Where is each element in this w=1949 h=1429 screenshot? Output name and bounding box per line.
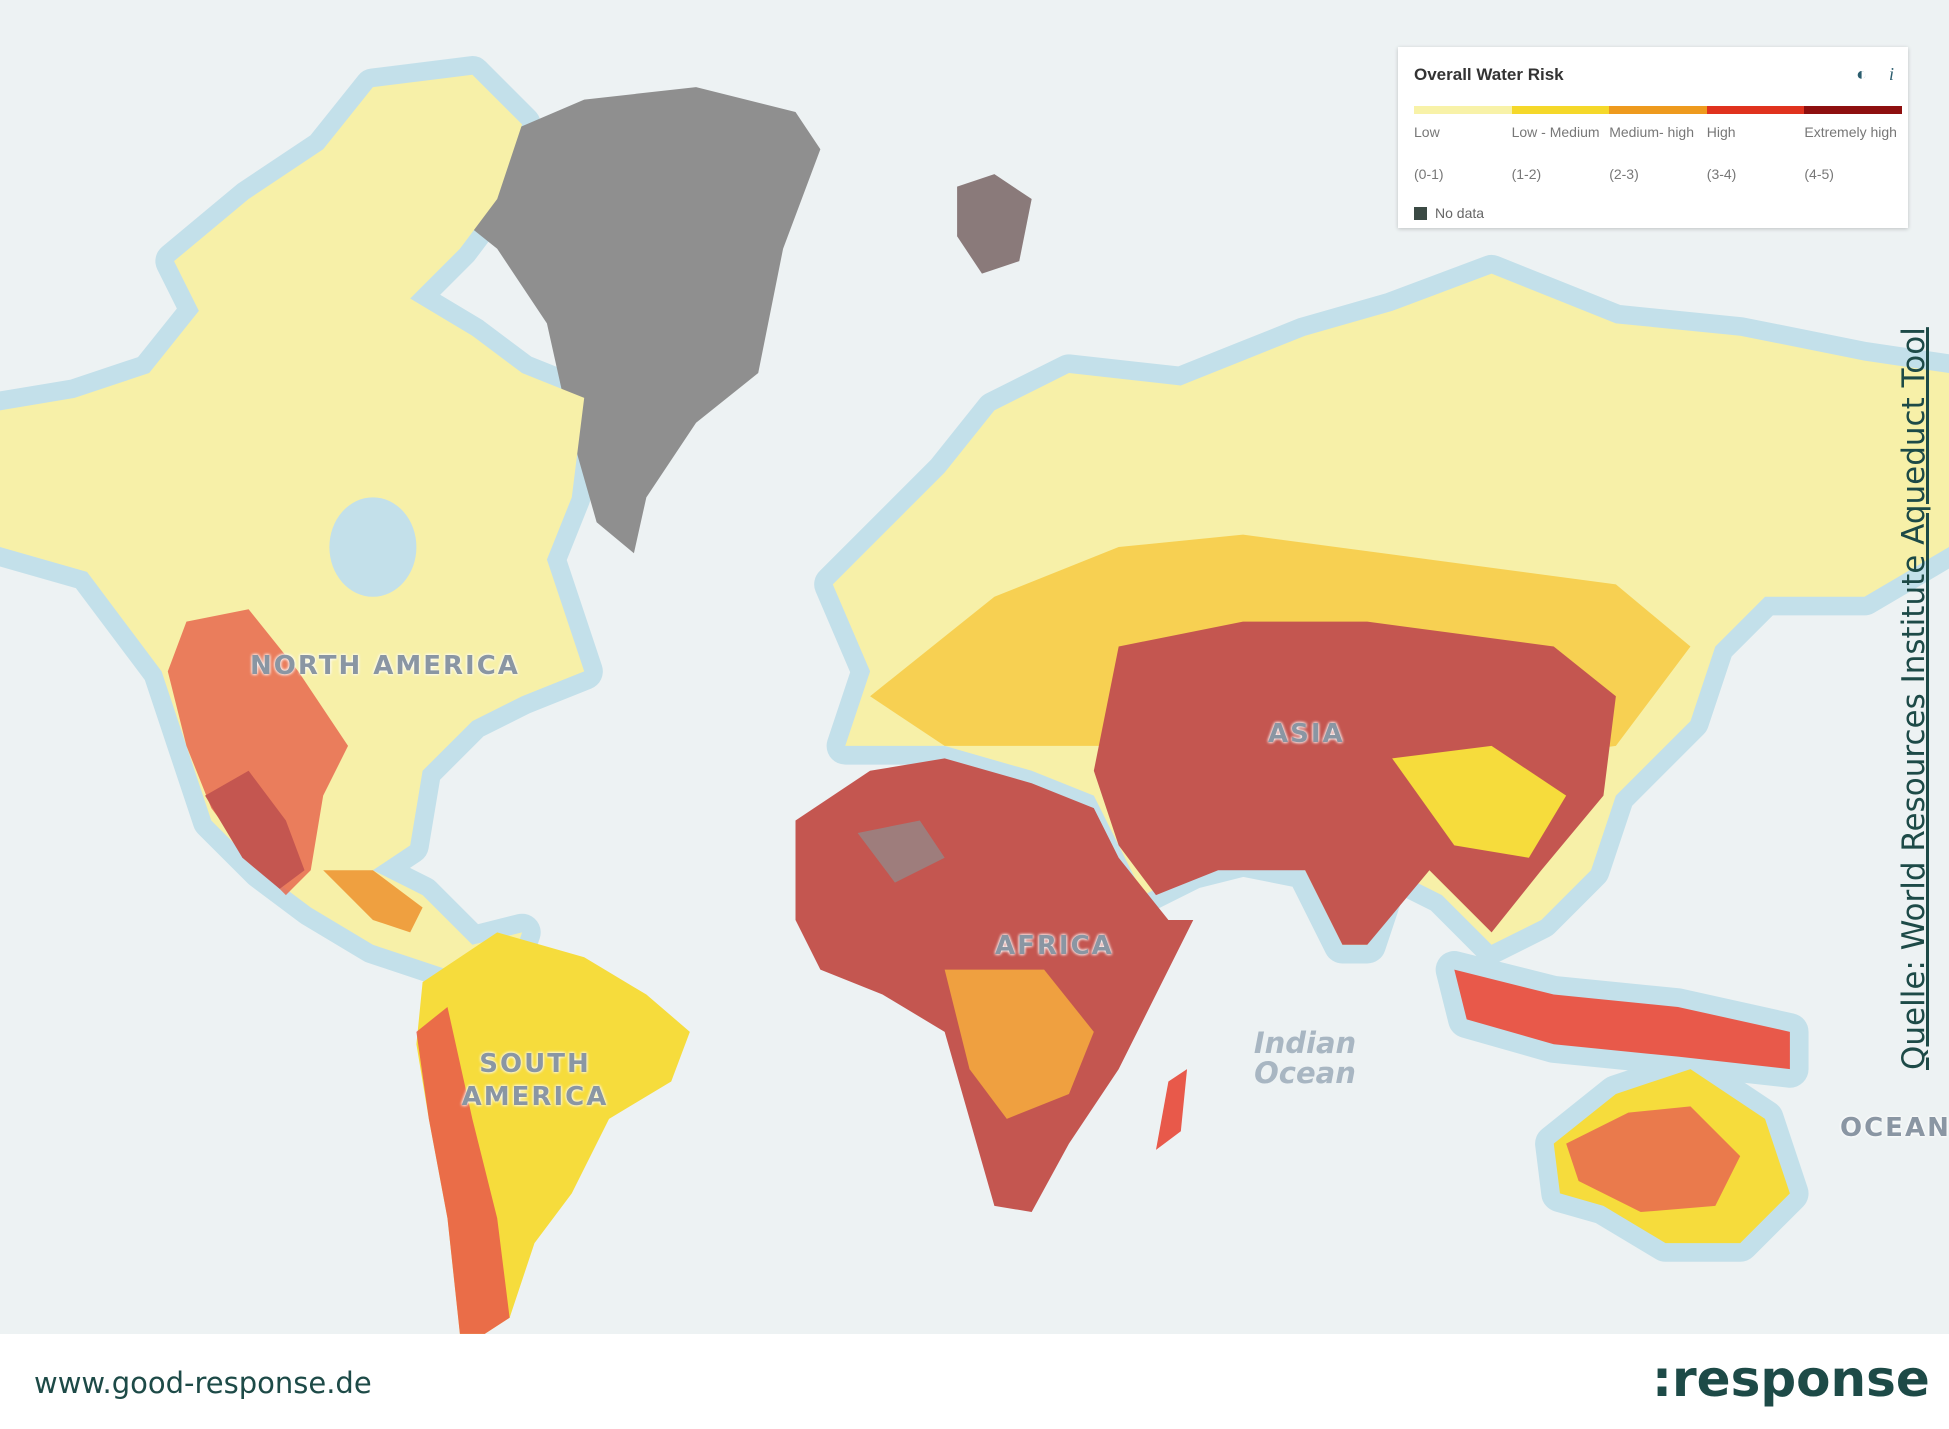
legend-category: Low - Medium (1-2): [1512, 122, 1610, 184]
opacity-icon[interactable]: ◐: [1856, 64, 1867, 84]
water-risk-map[interactable]: NORTH AMERICA SOUTH AMERICA AFRICA ASIA …: [0, 0, 1949, 1334]
africa-central: [944, 969, 1094, 1119]
category-name: Low - Medium: [1511, 124, 1600, 140]
category-name: Low: [1414, 124, 1440, 140]
label-ocean: OCEAN: [1840, 1113, 1949, 1143]
legend-category: Low (0-1): [1414, 122, 1512, 184]
label-south-america: SOUTH AMERICA: [461, 1049, 609, 1112]
label-north-america: NORTH AMERICA: [250, 651, 520, 681]
category-name: High: [1706, 124, 1736, 140]
category-name: Medium- high: [1609, 124, 1695, 140]
southeast-asia: [1454, 969, 1790, 1070]
asia-yellow-patch: [1392, 745, 1567, 858]
category-range: (0-1): [1414, 166, 1444, 182]
no-data-label: No data: [1435, 205, 1485, 221]
label-asia: ASIA: [1268, 719, 1345, 749]
legend-color-bar: [1414, 106, 1902, 114]
legend-no-data: No data: [1414, 205, 1484, 221]
category-range: (4-5): [1804, 166, 1834, 182]
legend-category: Extremely high (4-5): [1804, 122, 1902, 184]
greenland: [466, 87, 821, 554]
legend-title: Overall Water Risk: [1414, 65, 1564, 84]
source-link[interactable]: Quelle: World Resources Institute Aquedu…: [1896, 327, 1932, 1070]
australia-risk: [1566, 1106, 1741, 1213]
label-indian-ocean: Indian Ocean: [1253, 1026, 1357, 1091]
legend-category: High (3-4): [1707, 122, 1805, 184]
north-america-extreme: [205, 770, 305, 889]
no-data-swatch: [1414, 206, 1427, 220]
category-range: (3-4): [1706, 166, 1737, 182]
africa-no-data: [857, 820, 945, 883]
central-america: [323, 870, 423, 933]
response-logo: :response: [1652, 1350, 1930, 1408]
svalbard: [957, 174, 1032, 274]
label-africa: AFRICA: [995, 931, 1114, 961]
asia-extreme: [1093, 621, 1616, 945]
info-icon[interactable]: i: [1888, 64, 1894, 84]
map-canvas: [0, 56, 1949, 1334]
legend-swatch-low-medium: [1511, 106, 1610, 114]
legend-swatch-extremely-high: [1804, 106, 1902, 114]
north-america-land: [0, 74, 585, 970]
category-range: (2-3): [1609, 166, 1639, 182]
category-range: (1-2): [1511, 166, 1542, 182]
legend: Overall Water Risk ◐ i Low (0-1) Low - Me…: [1398, 47, 1908, 228]
footer-url[interactable]: www.good-response.de: [34, 1366, 372, 1400]
madagascar: [1155, 1069, 1188, 1150]
legend-category: Medium- high (2-3): [1609, 122, 1707, 184]
hudson-bay: [329, 497, 417, 597]
legend-swatch-medium-high: [1609, 106, 1707, 114]
category-name: Extremely high: [1804, 124, 1897, 140]
north-america-risk: [167, 609, 349, 896]
legend-swatch-low: [1414, 106, 1512, 114]
legend-swatch-high: [1706, 106, 1805, 114]
south-america-risk: [416, 1006, 510, 1334]
